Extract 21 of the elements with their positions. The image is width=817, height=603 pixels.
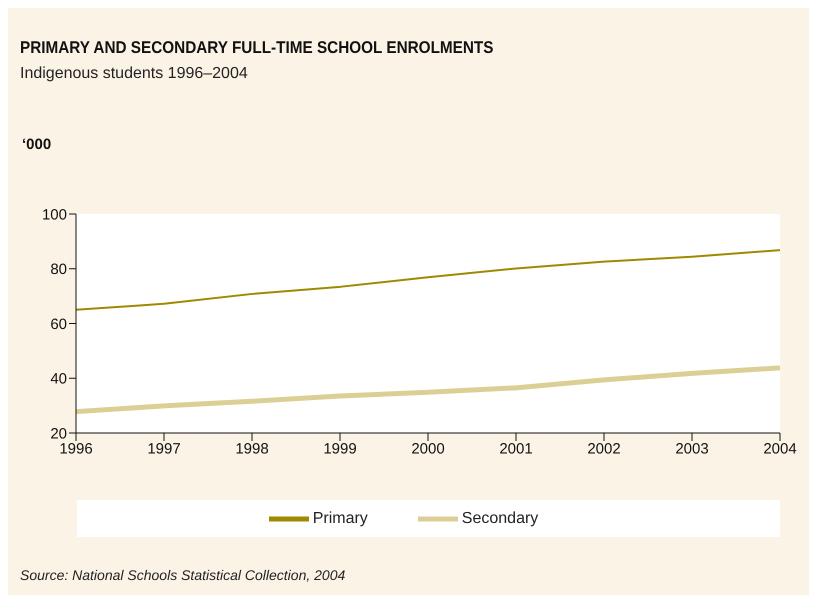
x-tick-label: 2004 <box>763 440 797 458</box>
y-tick-label: 80 <box>50 261 67 278</box>
y-tick-label: 100 <box>42 206 67 224</box>
x-tick-label: 2000 <box>411 440 445 458</box>
legend-label: Secondary <box>462 510 538 527</box>
y-tick-label: 20 <box>50 425 67 442</box>
chart-subtitle: Indigenous students 1996–2004 <box>20 65 248 83</box>
x-tick-label: 1996 <box>59 440 93 458</box>
chart-title: PRIMARY AND SECONDARY FULL-TIME SCHOOL ENROLMENTS <box>20 38 494 58</box>
y-axis-title: ‘000 <box>22 136 52 153</box>
x-tick-label: 2003 <box>675 440 709 458</box>
x-tick-label: 2002 <box>587 440 621 458</box>
x-tick-label: 1999 <box>323 440 357 458</box>
y-tick-label: 60 <box>50 316 67 333</box>
y-tick-label: 40 <box>50 370 67 388</box>
legend-label: Primary <box>312 510 368 527</box>
x-tick-label: 1998 <box>235 440 269 458</box>
x-tick-label: 2001 <box>499 440 533 458</box>
line-series <box>76 249 780 311</box>
x-tick-label: 1997 <box>147 440 181 458</box>
source-note: Source: National Schools Statistical Collection, 2004 <box>20 567 346 583</box>
